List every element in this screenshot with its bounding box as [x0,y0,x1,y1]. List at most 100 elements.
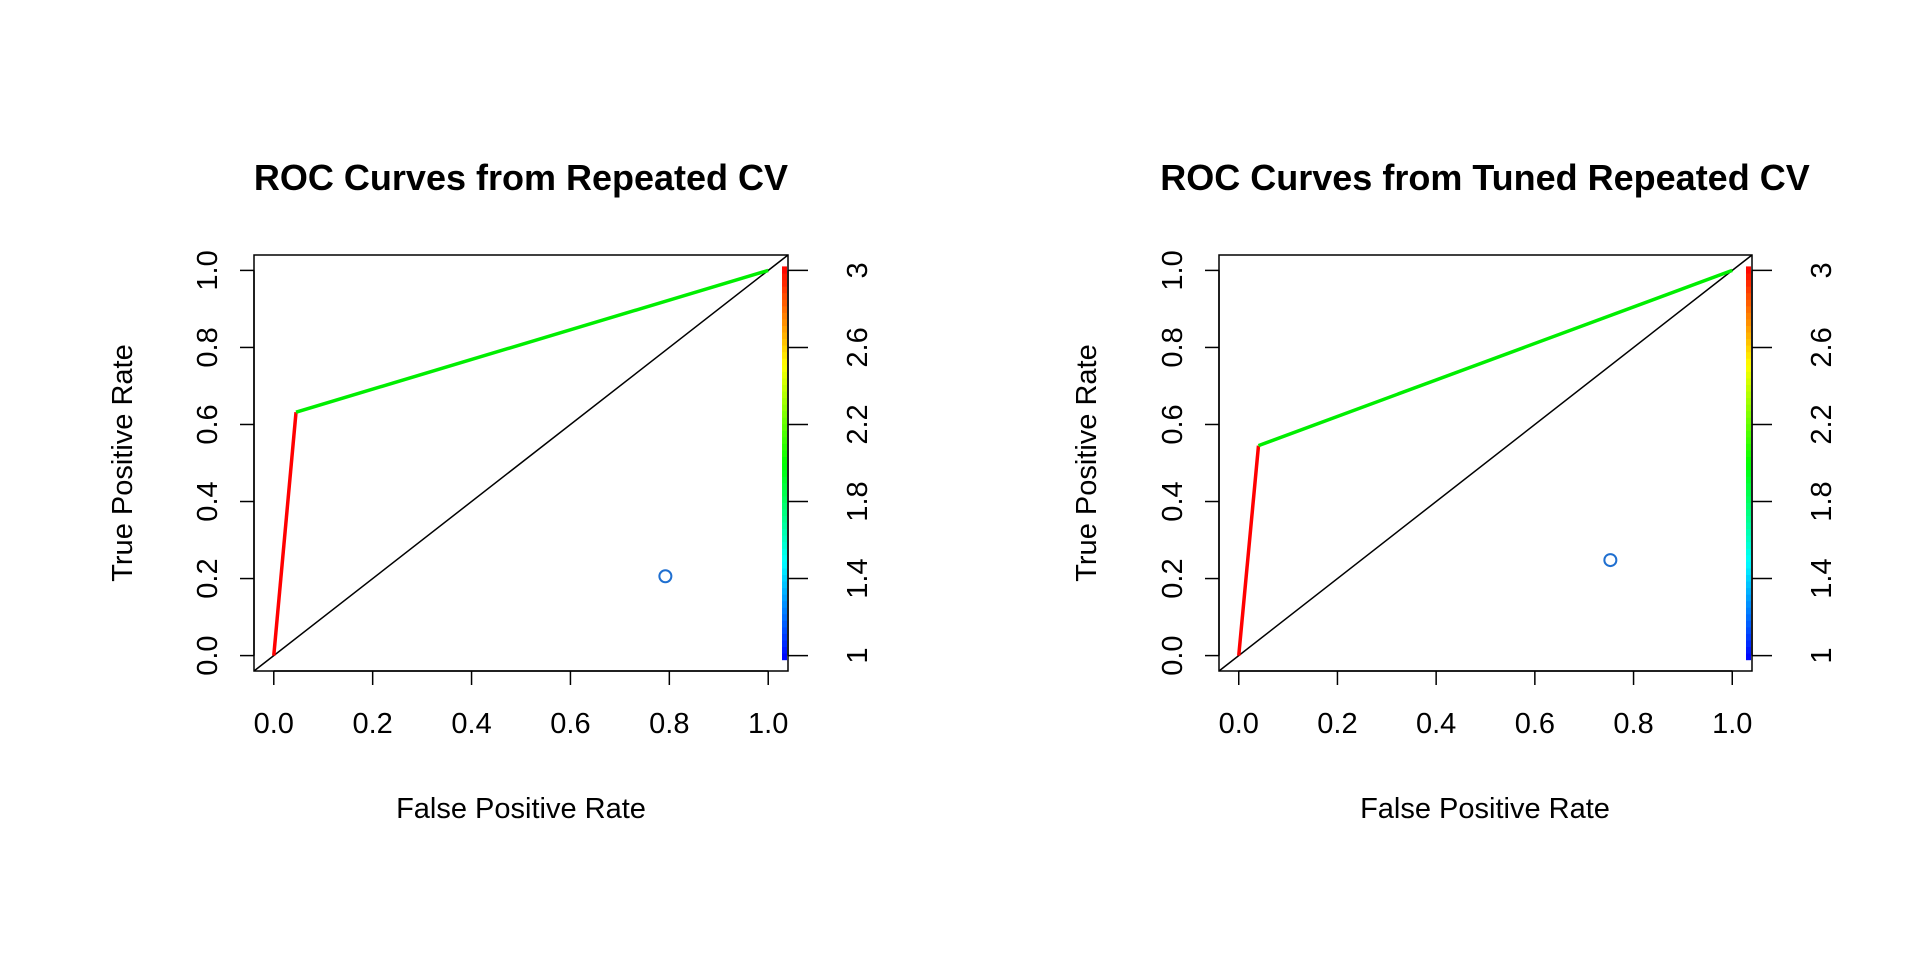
colorbar-segment [1746,390,1751,399]
colorbar-segment [782,502,787,510]
y-tick-label: 0.8 [1157,327,1189,367]
colorbar-segment [1746,312,1751,320]
x-tick-label: 0.4 [451,708,491,740]
colorbar-tick-label: 2.6 [1806,327,1838,367]
colorbar-segment [1746,580,1751,589]
colorbar-segment [782,463,787,471]
colorbar-segment [1746,279,1751,287]
roc-curve-segment [1236,445,1261,656]
roc-curve-segment [272,411,298,656]
colorbar-segment [782,345,787,353]
colorbar-tick-label: 3 [1806,262,1838,278]
colorbar-segment [782,272,787,281]
colorbar-segment [1746,351,1751,359]
colorbar-tick-label: 1.8 [842,481,874,521]
colorbar-segment [782,515,787,523]
colorbar-segment [782,404,787,412]
colorbar-segment [1746,646,1751,654]
chart-title: ROC Curves from Repeated CV [254,157,788,198]
colorbar-segment [1746,338,1751,346]
colorbar-segment [782,508,787,517]
colorbar-segment [1746,345,1751,353]
y-tick-label: 1.0 [1157,250,1189,290]
colorbar-segment [782,325,787,333]
colorbar-segment [782,449,787,458]
colorbar-segment [782,489,787,497]
colorbar-segment [782,521,787,530]
x-tick-label: 0.8 [649,708,689,740]
y-tick-label: 1.0 [192,250,224,290]
colorbar-tick-label: 1.4 [1806,558,1838,598]
colorbar-segment [782,482,787,490]
colorbar-segment [1746,587,1751,595]
colorbar-segment [1746,286,1751,294]
colorbar-segment [782,580,787,589]
colorbar-segment [782,456,787,464]
colorbar-tick-label: 1.8 [1806,481,1838,521]
colorbar-segment [782,633,787,641]
colorbar-segment [782,358,787,366]
colorbar-segment [782,600,787,608]
chart-title: ROC Curves from Tuned Repeated CV [1160,157,1809,198]
x-axis: 0.0 0.2 0.4 0.6 0.8 1.0 [1219,670,1752,740]
colorbar-segment [1746,528,1751,536]
x-tick-label: 1.0 [748,708,788,740]
colorbar-segment [782,305,787,313]
colorbar-segment [782,417,787,425]
colorbar-segment [1746,331,1751,340]
colorbar-tick-label: 1 [1806,648,1838,664]
colorbar-segment [1746,489,1751,497]
x-axis: 0.0 0.2 0.4 0.6 0.8 1.0 [254,670,788,740]
y-tick-label: 0.0 [1157,635,1189,675]
colorbar-segment [1746,299,1751,307]
colorbar-segment [782,639,787,648]
x-tick-label: 0.6 [1515,708,1555,740]
colorbar-segment [1746,272,1751,281]
colorbar-segment [1746,541,1751,549]
colorbar-segment [782,554,787,562]
roc-point-marker [1603,553,1618,568]
colorbar-segment [1746,449,1751,458]
x-tick-label: 0.4 [1416,708,1456,740]
colorbar-segment [782,423,787,431]
chart-panel-1: ROC Curves from Repeated CV0.0 0.2 0.4 0.6 0… [107,157,874,825]
colorbar-segment [782,338,787,346]
colorbar-segment [782,646,787,654]
colorbar-segment [782,410,787,418]
colorbar-segment [782,390,787,399]
colorbar-segment [1746,521,1751,530]
colorbar-tick-label: 2.2 [1806,404,1838,444]
colorbar-segment [1746,607,1751,615]
colorbar-segment [1746,443,1751,451]
colorbar-segment [1746,430,1751,438]
colorbar-segment [782,613,787,621]
colorbar-segment [1746,318,1751,326]
colorbar-segment [782,495,787,503]
chart-panel-2: ROC Curves from Tuned Repeated CV 0.0 0.2 0… [1071,157,1838,825]
y-axis-title: True Positive Rate [107,344,139,581]
x-tick-label: 1.0 [1712,708,1752,740]
y-tick-label: 0.0 [192,635,224,675]
colorbar-segment [1746,508,1751,517]
colorbar-segment [782,299,787,307]
colorbar-segment [782,561,787,569]
colorbar-segment [782,535,787,543]
y-tick-label: 0.2 [192,558,224,598]
colorbar-segment [782,384,787,392]
colorbar-segment [782,574,787,582]
colorbar-segment [782,286,787,294]
colorbar-segment [1746,515,1751,523]
y-axis: 0.0 0.2 0.4 0.6 0.8 1.0 [1157,250,1220,676]
colorbar-segment [1746,404,1751,412]
y-tick-label: 0.8 [192,327,224,367]
colorbar-segment [1746,561,1751,569]
colorbar-segment [1746,567,1751,576]
colorbar-segment [782,266,787,274]
colorbar-segment [782,377,787,385]
colorbar-segment [1746,620,1751,628]
colorbar-segment [1746,482,1751,490]
colorbar-tick-label: 1.4 [842,558,874,598]
colorbar-tick-label: 2.2 [842,404,874,444]
y-tick-label: 0.2 [1157,558,1189,598]
x-axis-title: False Positive Rate [1360,793,1610,825]
